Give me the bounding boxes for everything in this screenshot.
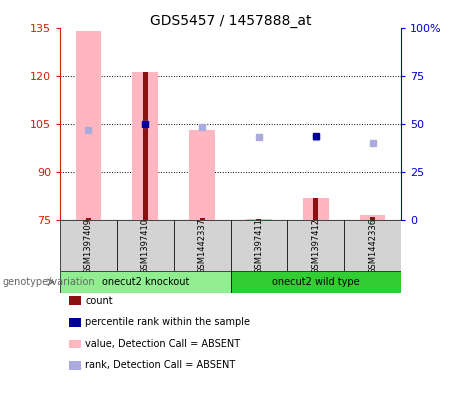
Text: rank, Detection Call = ABSENT: rank, Detection Call = ABSENT [85, 360, 236, 371]
Bar [76, 31, 101, 220]
Text: GDS5457 / 1457888_at: GDS5457 / 1457888_at [150, 14, 311, 28]
Bar [344, 220, 401, 271]
Bar [189, 130, 215, 220]
Text: GSM1397409: GSM1397409 [84, 218, 93, 274]
Bar [370, 217, 375, 220]
Bar [60, 271, 230, 293]
Bar [256, 219, 261, 220]
Bar [142, 72, 148, 220]
Text: onecut2 knockout: onecut2 knockout [101, 277, 189, 287]
Text: GSM1397412: GSM1397412 [311, 218, 320, 274]
Text: GSM1397411: GSM1397411 [254, 218, 263, 274]
Text: GSM1397410: GSM1397410 [141, 218, 150, 274]
Text: percentile rank within the sample: percentile rank within the sample [85, 317, 250, 327]
Bar [313, 198, 319, 220]
Text: value, Detection Call = ABSENT: value, Detection Call = ABSENT [85, 339, 240, 349]
Bar [287, 220, 344, 271]
Text: genotype/variation: genotype/variation [2, 277, 95, 287]
Bar [200, 219, 205, 220]
Bar [132, 72, 158, 220]
Bar [117, 220, 174, 271]
Text: count: count [85, 296, 113, 306]
Bar [246, 219, 272, 220]
Bar [60, 220, 117, 271]
Text: onecut2 wild type: onecut2 wild type [272, 277, 360, 287]
Bar [360, 215, 385, 220]
Bar [230, 271, 401, 293]
Bar [86, 219, 91, 220]
Bar [230, 220, 287, 271]
Bar [303, 198, 329, 220]
Text: GSM1442337: GSM1442337 [198, 218, 207, 274]
Bar [174, 220, 230, 271]
Text: GSM1442336: GSM1442336 [368, 218, 377, 274]
